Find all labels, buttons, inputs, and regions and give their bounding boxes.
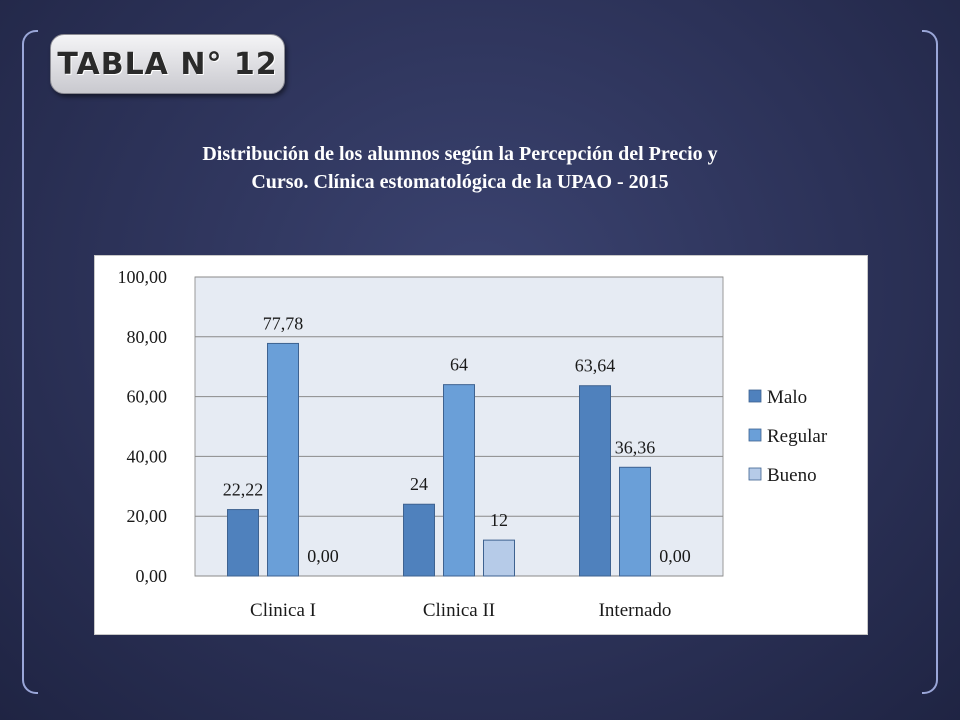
x-category-label: Clinica II [423, 600, 495, 621]
subtitle-line-1: Distribución de los alumnos según la Per… [202, 143, 718, 165]
data-label: 0,00 [307, 546, 339, 566]
legend-swatch-malo [748, 389, 762, 403]
legend-label-malo: Malo [767, 387, 807, 408]
y-tick-label: 40,00 [127, 446, 168, 466]
right-bracket-decoration [922, 30, 938, 694]
y-tick-label: 60,00 [127, 387, 168, 407]
data-label: 12 [490, 510, 508, 530]
legend-label-bueno: Bueno [767, 465, 817, 486]
x-category-label: Internado [599, 600, 672, 621]
slide-subtitle: Distribución de los alumnos según la Per… [100, 140, 820, 196]
bar-chart: 0,00 20,00 40,00 60,00 80,00 100,00 22,22 77,78… [118, 267, 828, 621]
data-label: 64 [450, 355, 468, 375]
legend-swatch-bueno [748, 467, 762, 481]
title-badge-label: TABLA N° 12 [57, 46, 278, 82]
bar-malo [579, 385, 611, 577]
x-category-label: Clinica I [250, 600, 316, 621]
legend-label-regular: Regular [767, 426, 828, 447]
data-label: 22,22 [223, 480, 264, 500]
y-tick-label: 20,00 [127, 506, 168, 526]
subtitle-line-2: Curso. Clínica estomatológica de la UPAO… [251, 171, 669, 193]
data-label: 77,78 [263, 313, 304, 333]
y-tick-label: 80,00 [127, 327, 168, 347]
legend-swatch-regular [748, 428, 762, 442]
bar-bueno [483, 539, 515, 577]
chart-container: 0,00 20,00 40,00 60,00 80,00 100,00 22,22 77,78… [94, 255, 868, 635]
left-bracket-decoration [22, 30, 38, 694]
bar-malo [227, 509, 259, 577]
data-label: 24 [410, 474, 428, 494]
bar-regular [267, 342, 299, 577]
y-tick-label: 100,00 [118, 267, 168, 287]
bar-regular [619, 466, 651, 577]
bar-malo [403, 503, 435, 577]
data-label: 63,64 [575, 356, 616, 376]
title-badge: TABLA N° 12 [50, 34, 285, 94]
bar-regular [443, 384, 475, 577]
data-label: 0,00 [659, 546, 691, 566]
data-label: 36,36 [615, 437, 656, 457]
y-tick-label: 0,00 [136, 566, 168, 586]
